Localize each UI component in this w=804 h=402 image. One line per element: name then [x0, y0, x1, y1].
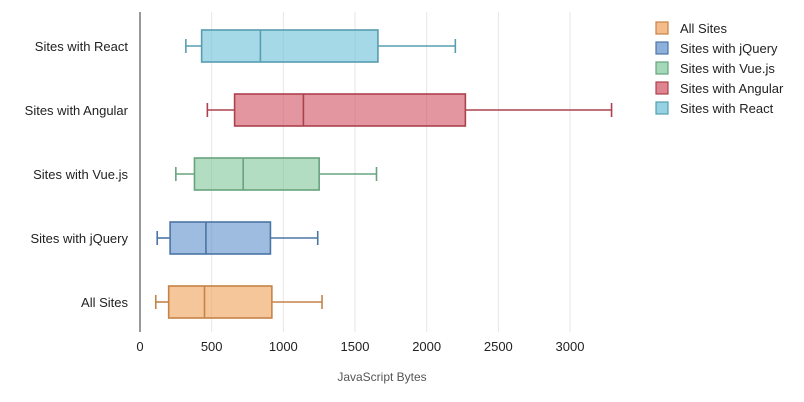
category-label-all-sites: All Sites [81, 295, 128, 310]
boxes [154, 29, 613, 319]
x-tick-label-0: 0 [136, 339, 143, 354]
x-tick-label-500: 500 [201, 339, 223, 354]
legend-item-all-sites[interactable]: All Sites [655, 21, 727, 36]
legend[interactable]: All Sites Sites with jQuery Sites with Vue… [655, 21, 784, 116]
legend-label: Sites with jQuery [680, 41, 778, 56]
iqr-box [167, 285, 273, 319]
legend-label: Sites with React [680, 101, 774, 116]
grid-lines [211, 12, 571, 332]
legend-label: All Sites [680, 21, 727, 36]
x-tick-label-1000: 1000 [269, 339, 298, 354]
legend-swatch [655, 101, 669, 115]
box-sites-with-angular[interactable] [206, 93, 613, 127]
legend-label: Sites with Vue.js [680, 61, 775, 76]
x-tick-label-2000: 2000 [412, 339, 441, 354]
iqr-box [169, 221, 272, 255]
box-sites-with-react[interactable] [185, 29, 457, 63]
legend-swatch [655, 41, 669, 55]
x-tick-labels: 0 500 1000 1500 2000 2500 3000 [136, 339, 584, 354]
legend-item-sites-with-react[interactable]: Sites with React [655, 101, 774, 116]
legend-item-sites-with-vue-js[interactable]: Sites with Vue.js [655, 61, 775, 76]
iqr-box [200, 29, 379, 63]
x-tick-label-3000: 3000 [556, 339, 585, 354]
iqr-box [233, 93, 467, 127]
category-label-sites-with-jquery: Sites with jQuery [30, 231, 128, 246]
category-labels: All Sites Sites with jQuery Sites with Vue… [25, 39, 129, 310]
legend-swatch [655, 21, 669, 35]
category-label-sites-with-vue-js: Sites with Vue.js [33, 167, 128, 182]
category-label-sites-with-react: Sites with React [35, 39, 129, 54]
x-tick-label-1500: 1500 [341, 339, 370, 354]
legend-item-sites-with-jquery[interactable]: Sites with jQuery [655, 41, 778, 56]
legend-item-sites-with-angular[interactable]: Sites with Angular [655, 81, 784, 96]
box-sites-with-vue-js[interactable] [175, 157, 378, 191]
x-axis-label: JavaScript Bytes [337, 370, 426, 384]
box-sites-with-jquery[interactable] [156, 221, 319, 255]
category-label-sites-with-angular: Sites with Angular [25, 103, 129, 118]
legend-label: Sites with Angular [680, 81, 784, 96]
legend-swatch [655, 61, 669, 75]
iqr-box [193, 157, 320, 191]
legend-swatch [655, 81, 669, 95]
box-all-sites[interactable] [154, 285, 323, 319]
x-tick-label-2500: 2500 [484, 339, 513, 354]
